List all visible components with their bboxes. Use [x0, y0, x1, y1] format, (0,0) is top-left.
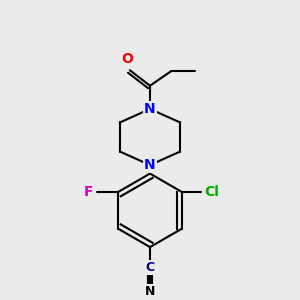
Text: Cl: Cl [205, 185, 220, 199]
Text: F: F [84, 185, 93, 199]
Text: N: N [144, 102, 156, 116]
Text: N: N [144, 158, 156, 172]
Text: C: C [146, 261, 154, 274]
Text: N: N [145, 285, 155, 298]
Text: O: O [121, 52, 133, 66]
